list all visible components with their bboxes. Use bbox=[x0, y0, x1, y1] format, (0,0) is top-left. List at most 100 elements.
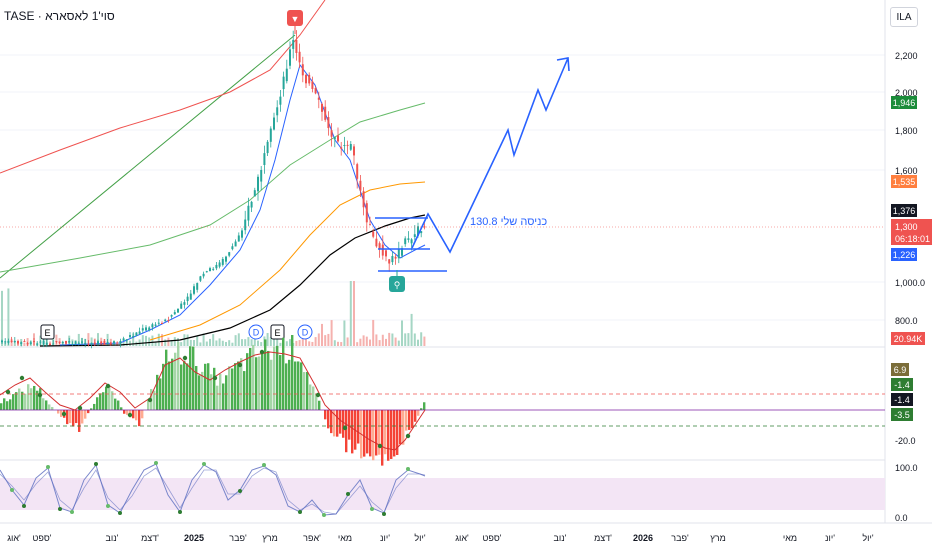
candle-body bbox=[189, 293, 192, 300]
osc-bar bbox=[351, 410, 354, 454]
candle-body bbox=[397, 249, 400, 259]
osc-bar bbox=[411, 410, 414, 429]
osc-bar bbox=[312, 386, 315, 410]
candle-body bbox=[378, 243, 381, 250]
event-marker-d[interactable]: D bbox=[297, 324, 313, 340]
osc-bar bbox=[291, 335, 294, 410]
candle-body bbox=[33, 341, 35, 343]
candle-body bbox=[202, 273, 205, 277]
candle-body bbox=[17, 340, 19, 344]
stoch-dot bbox=[58, 507, 62, 511]
sma-badge: 1,946 bbox=[893, 98, 916, 108]
svg-text:E: E bbox=[274, 328, 280, 338]
time-axis[interactable]: אוג' ספט' נוב' דצמ' 2025 פבר' מרץ אפר' מאי יונ' יו… bbox=[7, 533, 874, 543]
candle-body bbox=[65, 341, 67, 344]
candle-body bbox=[148, 327, 151, 331]
volume-bar bbox=[145, 335, 147, 346]
time-axis-label: 2026 bbox=[633, 533, 653, 543]
volume-bar bbox=[362, 335, 365, 346]
volume-badge: 20.94K bbox=[894, 334, 923, 344]
osc-bar bbox=[96, 397, 99, 410]
stoch-dot bbox=[46, 465, 50, 469]
osc-bar bbox=[90, 408, 93, 410]
candle-body bbox=[305, 74, 307, 84]
candle-body bbox=[385, 250, 387, 257]
candle-body bbox=[58, 341, 61, 343]
osc-bar bbox=[39, 388, 42, 410]
time-axis-label: אוג' bbox=[7, 533, 21, 543]
volume-bar bbox=[337, 341, 339, 346]
volume-bar bbox=[196, 335, 199, 346]
event-marker-d[interactable]: D bbox=[248, 324, 264, 340]
volume-bar bbox=[132, 333, 135, 346]
volume-bar bbox=[298, 340, 301, 346]
candle-body bbox=[337, 135, 339, 142]
volume-bar bbox=[324, 335, 327, 346]
candle-body bbox=[97, 341, 99, 344]
top-marker-icon: ▼ bbox=[291, 14, 300, 24]
osc-bar bbox=[207, 363, 210, 410]
osc-bar bbox=[405, 410, 408, 431]
candle-body bbox=[308, 74, 311, 84]
osc-bar bbox=[234, 363, 237, 410]
projection-path[interactable] bbox=[411, 57, 569, 254]
volume-bar bbox=[151, 335, 154, 346]
volume-bar bbox=[199, 342, 202, 346]
volume-bar bbox=[209, 338, 211, 346]
osc-bar bbox=[366, 410, 369, 454]
event-marker-e[interactable]: E bbox=[40, 324, 55, 340]
candle-body bbox=[298, 51, 301, 63]
osc-bar bbox=[120, 407, 123, 410]
osc-bar bbox=[387, 410, 390, 461]
moving-averages bbox=[0, 0, 426, 347]
top-marker[interactable]: ▼ bbox=[287, 10, 303, 34]
osc-dot bbox=[127, 412, 133, 418]
candle-body bbox=[68, 341, 71, 343]
candle-body bbox=[10, 340, 13, 343]
candle-body bbox=[346, 144, 349, 146]
volume-bar bbox=[215, 340, 218, 346]
osc-bar bbox=[174, 352, 177, 410]
candle-body bbox=[231, 246, 234, 250]
osc-bar bbox=[111, 391, 114, 410]
candle-body bbox=[241, 230, 243, 238]
osc-bar bbox=[258, 356, 261, 410]
candle-body bbox=[113, 341, 115, 344]
volume-bar bbox=[7, 288, 10, 346]
candle-body bbox=[260, 170, 263, 182]
osc-bar bbox=[75, 410, 78, 424]
symbol-title[interactable]: TASE · סוי'1 לאסארא bbox=[4, 9, 115, 23]
volume-bar bbox=[154, 342, 157, 346]
osc-bar bbox=[399, 410, 402, 445]
candle-body bbox=[257, 176, 259, 192]
volume-bar bbox=[305, 338, 307, 346]
stoch-dot bbox=[22, 504, 26, 508]
osc-bar bbox=[219, 373, 222, 410]
candle-body bbox=[84, 342, 87, 344]
osc-bar bbox=[288, 359, 291, 410]
volume-bar bbox=[365, 336, 368, 346]
candle-body bbox=[49, 344, 51, 346]
osc-bar bbox=[210, 374, 213, 410]
bottom-marker[interactable]: ⚲ bbox=[389, 270, 405, 292]
candle-body bbox=[244, 219, 247, 231]
osc-bar bbox=[270, 359, 273, 410]
sma-orange bbox=[149, 181, 426, 341]
candle-body bbox=[404, 238, 407, 245]
currency-badge[interactable]: ILA bbox=[890, 7, 918, 27]
time-axis-label: פבר' bbox=[229, 533, 247, 543]
volume-bar bbox=[333, 340, 336, 346]
event-marker-e[interactable]: E bbox=[270, 324, 285, 340]
volume-bar bbox=[381, 334, 384, 346]
volume-bar bbox=[257, 340, 259, 346]
volume-bar bbox=[301, 337, 304, 346]
osc-bar bbox=[51, 407, 54, 410]
volume-bar bbox=[241, 339, 243, 346]
entry-annotation[interactable]: כניסה שלי 130.8 bbox=[470, 215, 547, 228]
candle-body bbox=[186, 296, 189, 302]
osc-bar bbox=[177, 342, 180, 410]
price-axis[interactable]: 2,200 2,000 1,800 1,600 1,000.0 800.0 bbox=[895, 51, 925, 326]
candle-body bbox=[321, 104, 323, 112]
